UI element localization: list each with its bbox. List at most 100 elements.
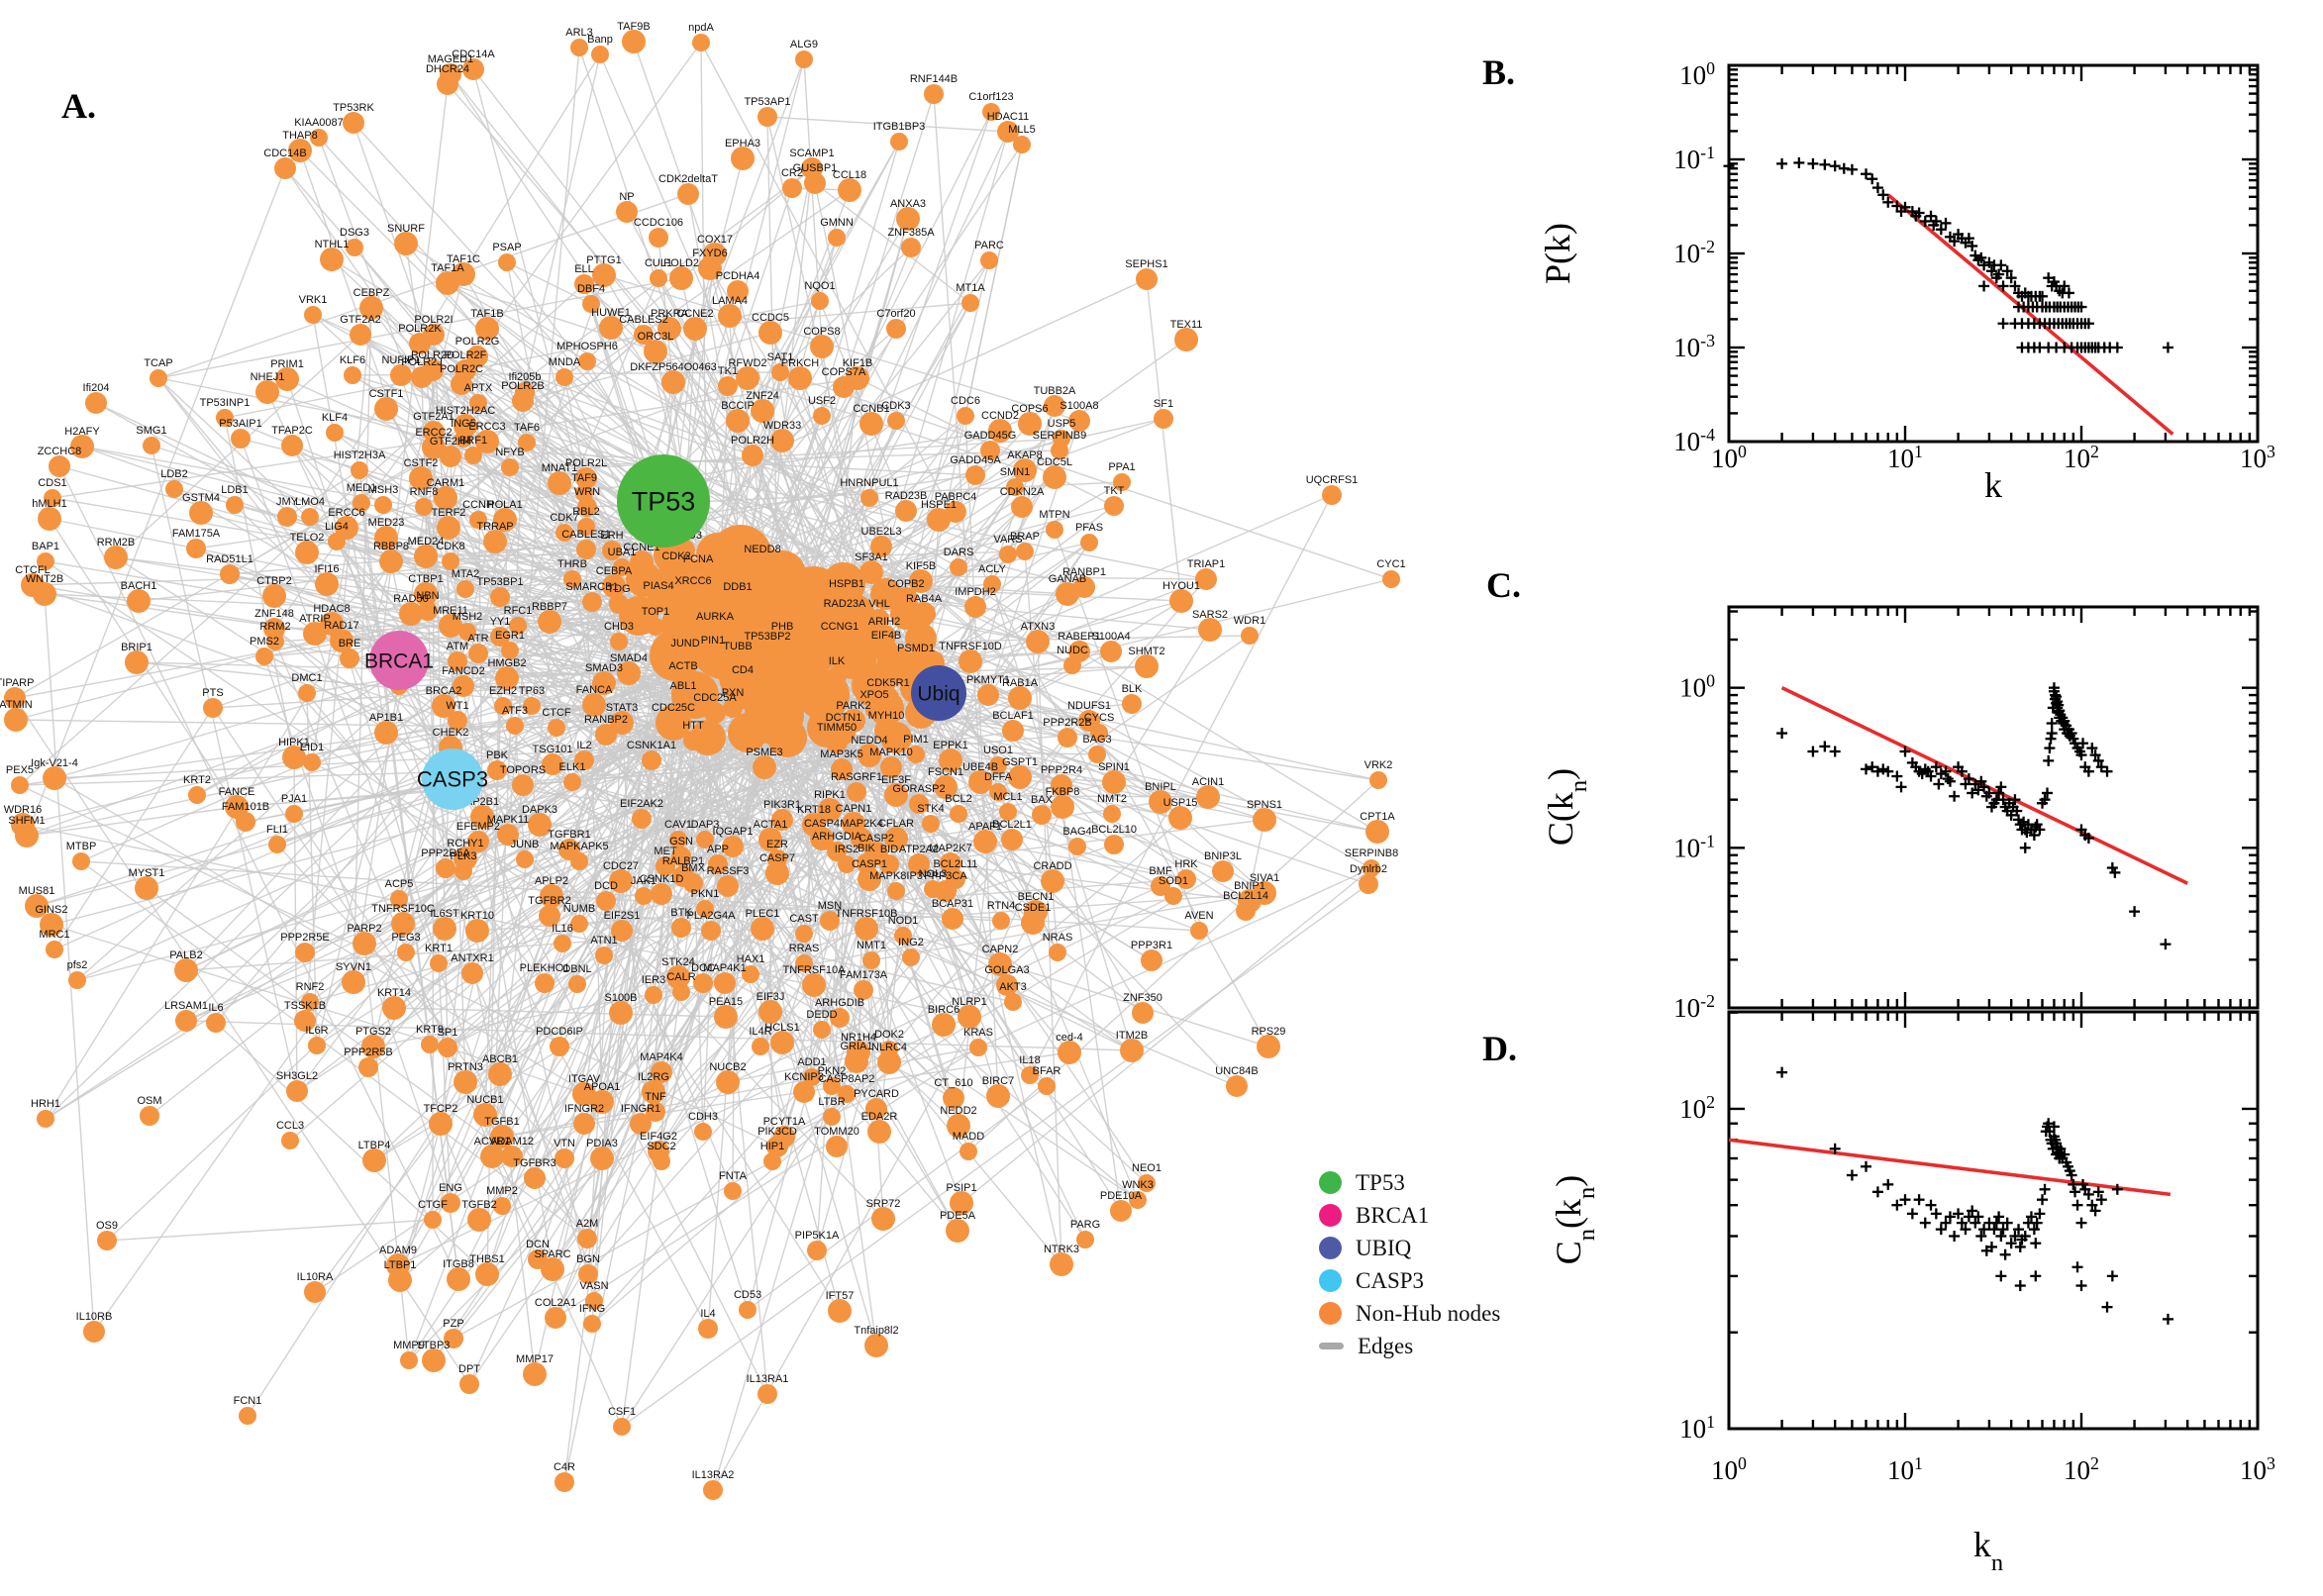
y-tick-label: 10-2: [1673, 237, 1715, 268]
node-label: USO1: [983, 745, 1013, 756]
node-label: UQCRFS1: [1306, 474, 1359, 486]
network-node: [255, 380, 279, 404]
network-node: [908, 853, 930, 875]
node-label: IFNGR1: [621, 1103, 660, 1115]
network-node: [751, 917, 774, 941]
network-node: [689, 565, 707, 583]
node-label: POLR2I: [414, 314, 453, 326]
network-node: [590, 1090, 614, 1114]
node-label: ATF3: [502, 705, 528, 717]
node-label: ADAM12: [490, 1136, 534, 1147]
network-node: [693, 973, 713, 993]
network-node: [950, 805, 967, 823]
node-label: COPS7A: [822, 366, 866, 378]
node-label: CCND2: [981, 410, 1019, 422]
network-node: [828, 1299, 852, 1323]
edge: [831, 920, 1002, 1118]
network-node: [968, 770, 992, 794]
edge: [539, 824, 656, 1113]
edge: [653, 930, 712, 996]
network-node: [582, 295, 600, 313]
node-label: TSSK1B: [284, 1000, 326, 1012]
node-label: IL6: [208, 1002, 223, 1014]
node-label: CCNE2: [676, 308, 713, 320]
node-label: CDK7: [550, 512, 578, 524]
node-label: PFAS: [1075, 522, 1103, 534]
network-node: [301, 508, 319, 526]
node-label: Ifi204: [83, 382, 110, 394]
network-node: [362, 1148, 386, 1172]
node-label: TAF9: [571, 472, 597, 484]
node-label: POLR2D: [411, 349, 454, 361]
node-label: DMC1: [291, 672, 322, 684]
node-label: HMGB2: [487, 657, 526, 669]
node-label: ERCC3: [468, 421, 505, 433]
node-label: ILK: [829, 655, 846, 667]
edge: [987, 694, 1379, 781]
node-label: UNC84B: [1215, 1065, 1258, 1077]
node-label: SOD1: [1159, 875, 1188, 887]
node-label: RAD17: [324, 620, 358, 632]
network-node: [671, 847, 691, 866]
node-label: LDB1: [221, 484, 249, 496]
network-node: [696, 900, 714, 918]
network-node: [390, 364, 412, 386]
node-label: COPS8: [803, 326, 840, 338]
node-label: FANCA: [576, 684, 613, 696]
node-label: Dynlrb2: [1350, 863, 1387, 875]
network-node: [823, 1108, 841, 1126]
node-label: PABPC4: [935, 491, 977, 503]
x-tick-label: 103: [2240, 1453, 2275, 1485]
network-node: [358, 1057, 378, 1077]
node-label: CDC25A: [693, 692, 737, 704]
network-node: [751, 399, 774, 423]
node-label: BCLAF1: [992, 710, 1034, 722]
node-label: PLK3: [451, 850, 477, 862]
network-node: [1068, 410, 1090, 432]
node-label: TAF1B: [470, 308, 503, 320]
x-tick-label: 101: [1887, 442, 1923, 473]
node-label: SF3A1: [855, 551, 888, 563]
network-node: [683, 317, 707, 341]
network-node: [879, 854, 899, 874]
network-node: [475, 317, 499, 341]
legend-label: TP53: [1356, 1169, 1405, 1195]
network-node: [813, 407, 831, 425]
network-node: [72, 852, 90, 870]
network-node: [854, 980, 873, 1000]
network-core-blob: [696, 533, 740, 576]
network-node: [811, 292, 829, 310]
node-label: AKT3: [999, 981, 1027, 993]
network-node: [11, 776, 29, 794]
network-node: [523, 697, 541, 715]
hub-node-casp3: [422, 748, 483, 810]
network-node: [771, 809, 793, 831]
node-label: DCC: [691, 962, 715, 974]
network-node: [834, 608, 856, 630]
node-label: ZNF24: [746, 390, 779, 402]
node-label: DBF4: [577, 283, 605, 295]
casp3-dot-icon: [1319, 1269, 1342, 1292]
node-label: PTTG1: [586, 254, 621, 266]
plot-frame: [1727, 1010, 2260, 1431]
node-label: RAB4A: [906, 593, 943, 605]
edge: [892, 724, 1369, 885]
node-label: MAPKAPK5: [550, 841, 608, 852]
node-label: RTN4: [987, 900, 1016, 912]
node-label: PKN2: [818, 1065, 847, 1077]
node-label: NFYB: [495, 447, 524, 458]
network-node: [865, 701, 883, 719]
node-label: S100A4: [1091, 631, 1130, 643]
node-label: ARHGDIA: [812, 831, 862, 843]
node-label: HNRNPUL1: [840, 477, 898, 489]
node-label: PPP2R4: [1041, 764, 1082, 776]
node-label: NOL3: [919, 868, 948, 880]
node-label: THRB: [557, 558, 587, 570]
network-node: [1141, 949, 1162, 971]
network-node: [1169, 589, 1193, 613]
network-node: [1090, 724, 1108, 742]
network-node: [865, 1098, 887, 1120]
edge: [247, 631, 756, 1417]
network-node: [894, 587, 918, 611]
node-label: CCNH: [462, 499, 494, 511]
